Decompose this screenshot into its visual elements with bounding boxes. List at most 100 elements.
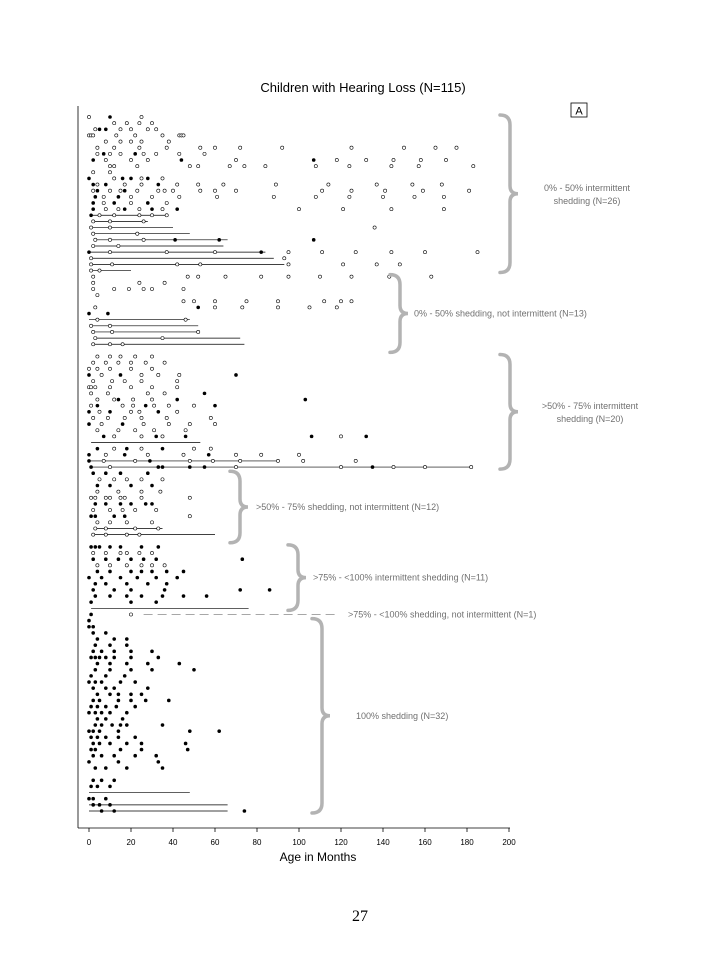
negative-sample-point	[313, 164, 318, 169]
negative-sample-point	[202, 151, 207, 156]
positive-sample-point	[118, 747, 123, 752]
positive-sample-point	[99, 778, 104, 783]
negative-sample-point	[89, 495, 94, 500]
negative-sample-point	[160, 477, 165, 482]
positive-sample-point	[110, 723, 114, 727]
negative-sample-point	[139, 139, 144, 144]
negative-sample-point	[137, 207, 142, 212]
positive-sample-point	[150, 667, 154, 672]
negative-sample-point	[103, 360, 108, 365]
positive-sample-point	[104, 182, 108, 187]
positive-sample-point	[183, 741, 188, 746]
positive-sample-point	[116, 195, 121, 199]
negative-sample-point	[213, 422, 217, 426]
positive-sample-point	[156, 655, 161, 660]
negative-sample-point	[108, 465, 112, 469]
positive-sample-point	[89, 465, 93, 469]
negative-sample-point	[137, 409, 142, 414]
x-tick-label: 40	[169, 838, 178, 847]
negative-sample-point	[91, 330, 96, 334]
negative-sample-point	[89, 268, 94, 273]
negative-sample-point	[160, 434, 165, 439]
negative-sample-point	[126, 287, 131, 291]
negative-sample-point	[93, 495, 98, 500]
positive-sample-point	[87, 729, 91, 733]
positive-sample-point	[95, 717, 100, 721]
positive-sample-point	[101, 152, 106, 156]
negative-sample-point	[271, 194, 276, 199]
positive-sample-point	[120, 717, 125, 721]
negative-sample-point	[110, 379, 115, 383]
negative-sample-point	[106, 416, 110, 420]
positive-sample-point	[87, 796, 91, 801]
positive-sample-point	[89, 213, 93, 218]
positive-sample-point	[95, 446, 100, 451]
negative-sample-point	[164, 145, 169, 150]
negative-sample-point	[374, 262, 379, 267]
negative-sample-point	[108, 151, 112, 156]
positive-sample-point	[167, 698, 171, 703]
positive-sample-point	[129, 569, 133, 574]
negative-sample-point	[196, 182, 201, 187]
negative-sample-point	[139, 563, 144, 568]
negative-sample-point	[124, 520, 129, 525]
negative-sample-point	[391, 158, 396, 162]
negative-sample-point	[297, 452, 301, 457]
negative-sample-point	[334, 305, 339, 310]
positive-sample-point	[91, 778, 95, 783]
negative-sample-point	[181, 133, 186, 138]
positive-sample-point	[104, 631, 108, 635]
negative-sample-point	[301, 459, 306, 463]
negative-sample-point	[95, 397, 100, 402]
positive-sample-point	[122, 674, 127, 678]
positive-sample-point	[89, 514, 93, 519]
positive-sample-point	[148, 459, 152, 463]
negative-sample-point	[175, 409, 180, 414]
positive-sample-point	[204, 594, 209, 598]
negative-sample-point	[318, 274, 322, 279]
negative-sample-point	[273, 182, 278, 187]
negative-sample-point	[99, 422, 104, 426]
negative-sample-point	[156, 373, 161, 377]
negative-sample-point	[133, 508, 138, 512]
negative-sample-point	[175, 262, 180, 267]
positive-sample-point	[118, 723, 123, 727]
negative-sample-point	[137, 213, 142, 218]
negative-sample-point	[108, 354, 112, 359]
negative-sample-point	[439, 182, 444, 187]
positive-sample-point	[108, 661, 112, 666]
positive-sample-point	[303, 397, 308, 402]
negative-sample-point	[87, 366, 91, 371]
negative-sample-point	[124, 477, 129, 482]
negative-sample-point	[244, 299, 249, 304]
negative-sample-point	[89, 225, 94, 230]
negative-sample-point	[263, 164, 268, 169]
group-label: >50% - 75% intermittent shedding (N=20)	[542, 401, 639, 424]
positive-sample-point	[139, 747, 144, 752]
positive-sample-point	[87, 710, 91, 715]
positive-sample-point	[104, 471, 108, 476]
negative-sample-point	[187, 514, 192, 519]
negative-sample-point	[137, 551, 142, 555]
positive-sample-point	[87, 409, 91, 414]
negative-sample-point	[91, 287, 96, 291]
negative-sample-point	[259, 452, 264, 457]
negative-sample-point	[91, 280, 96, 285]
positive-sample-point	[87, 311, 91, 316]
x-tick-label: 140	[376, 838, 390, 847]
negative-sample-point	[145, 158, 150, 162]
positive-sample-point	[93, 766, 98, 770]
negative-sample-point	[93, 526, 98, 531]
negative-sample-point	[103, 551, 108, 555]
negative-sample-point	[129, 385, 133, 390]
positive-sample-point	[93, 680, 98, 684]
negative-sample-point	[116, 244, 121, 248]
positive-sample-point	[91, 471, 95, 476]
positive-sample-point	[87, 452, 91, 457]
negative-sample-point	[441, 194, 446, 199]
negative-sample-point	[164, 201, 169, 205]
positive-sample-point	[108, 803, 112, 807]
negative-sample-point	[139, 446, 144, 451]
positive-sample-point	[91, 796, 95, 801]
positive-sample-point	[364, 434, 369, 439]
